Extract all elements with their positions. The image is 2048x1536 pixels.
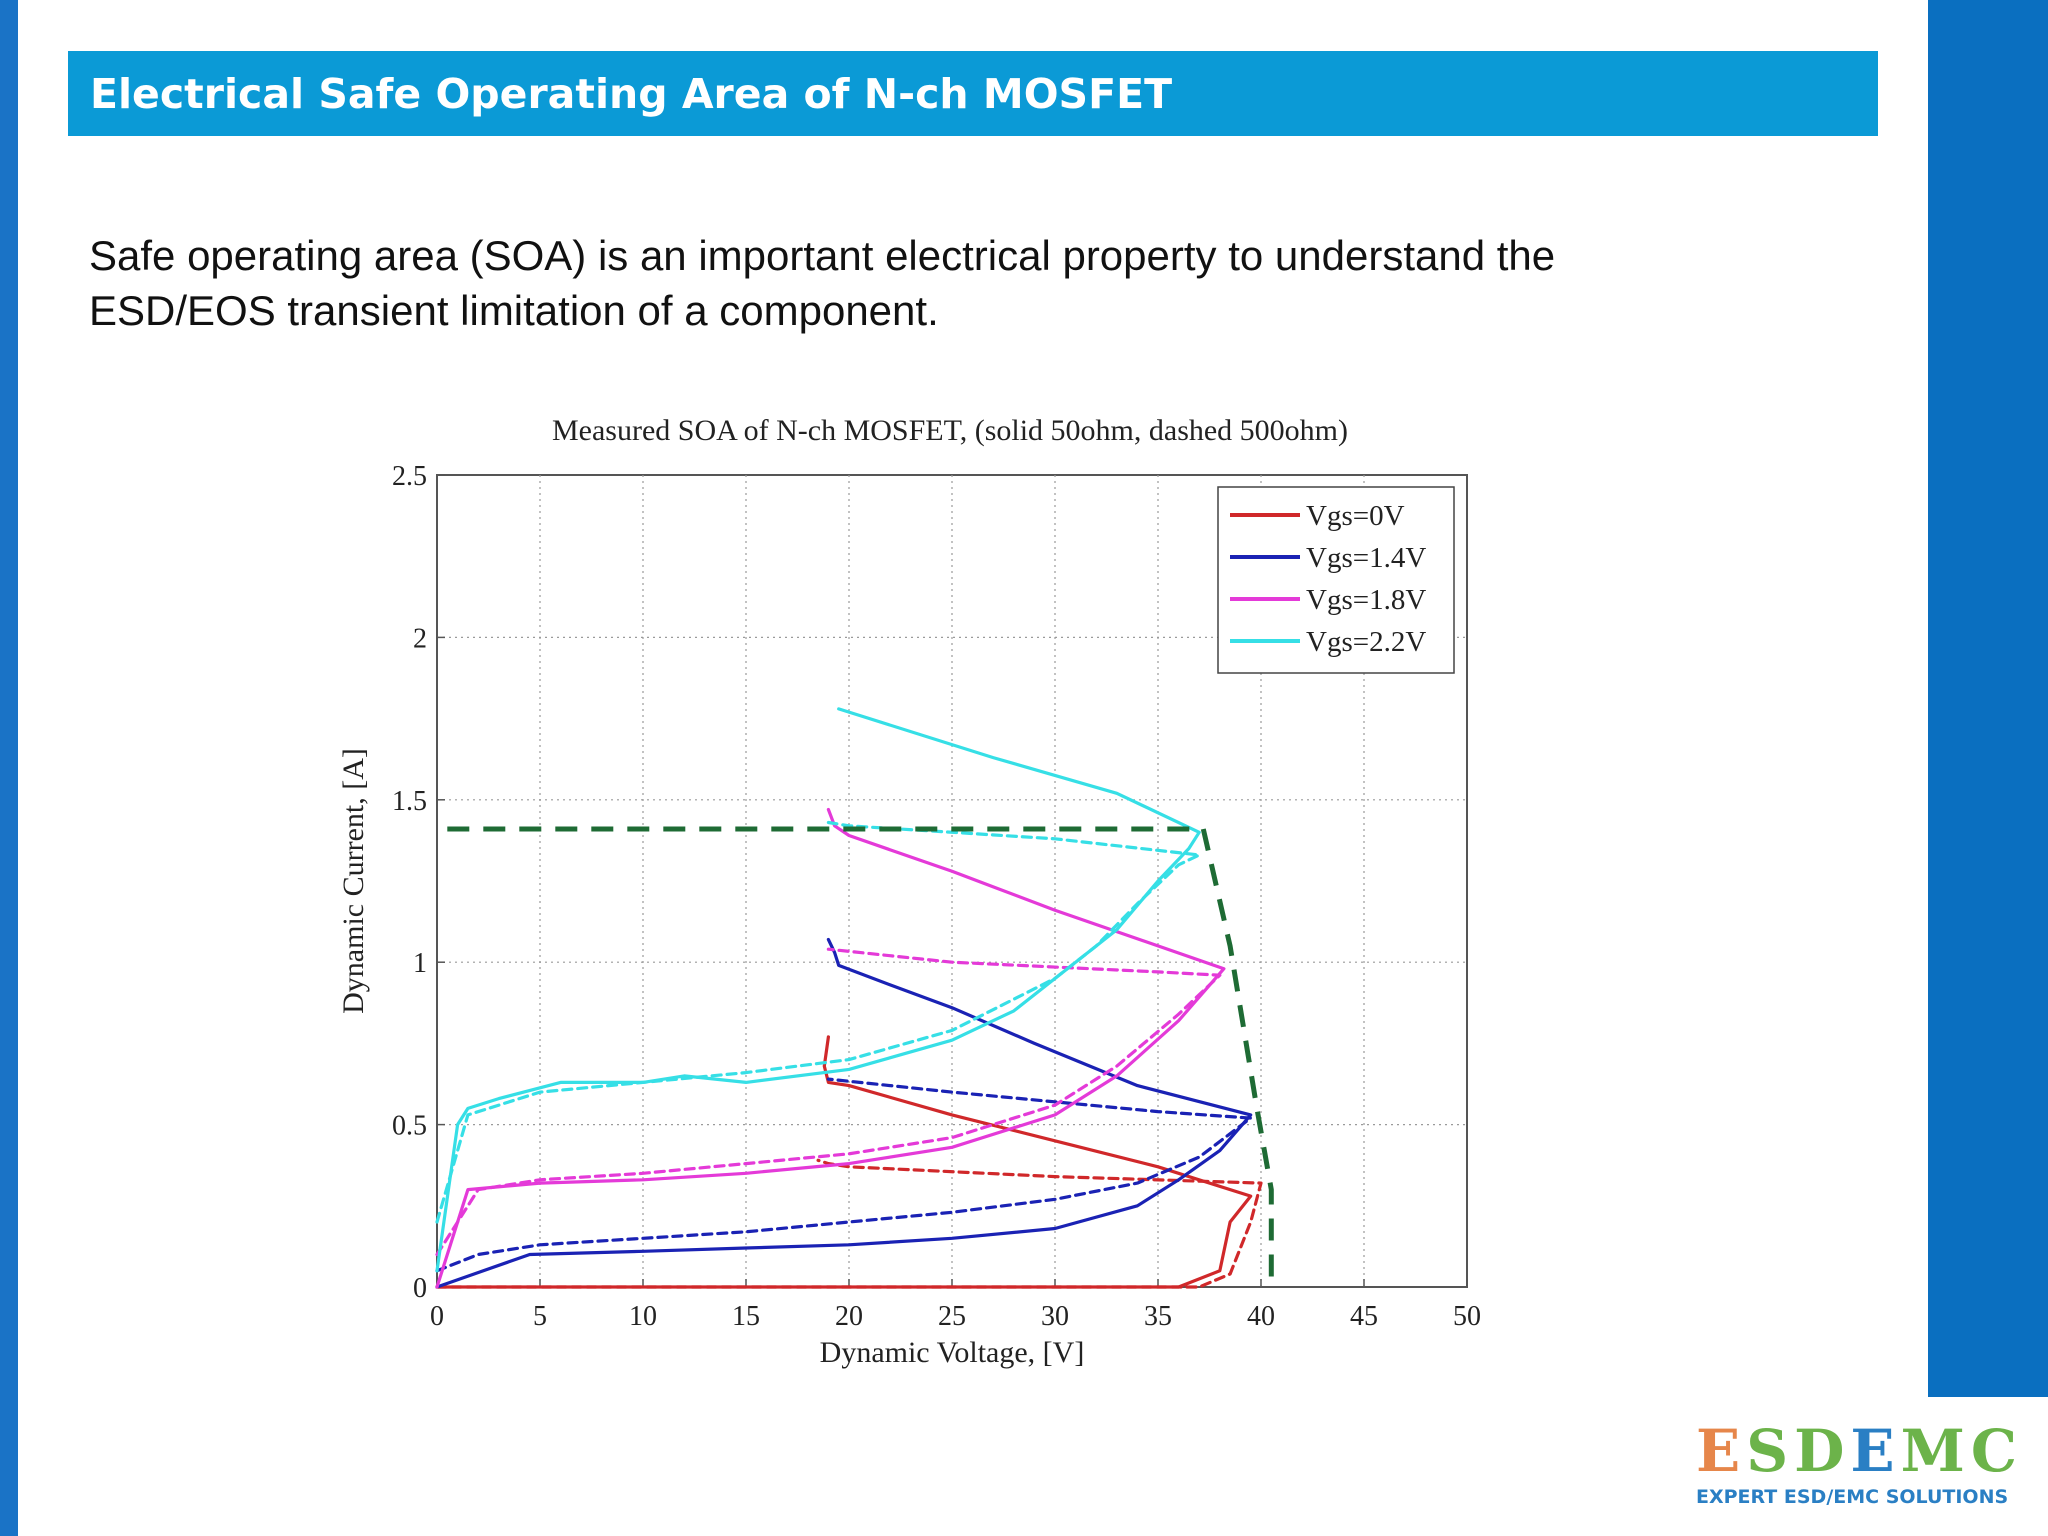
x-axis-label: Dynamic Voltage, [V] [820, 1336, 1085, 1369]
title-banner: Electrical Safe Operating Area of N-ch M… [68, 51, 1878, 136]
x-tick-label: 40 [1247, 1301, 1275, 1332]
soa-chart: Measured SOA of N-ch MOSFET, (solid 50oh… [337, 414, 1481, 1369]
x-tick-label: 35 [1144, 1301, 1172, 1332]
esdemc-logo: ESDEMC EXPERT ESD/EMC SOLUTIONS [1696, 1420, 2036, 1520]
y-tick-label: 2 [413, 623, 427, 654]
y-tick-labels: 0 0.5 1 1.5 2 2.5 [392, 461, 445, 1304]
left-accent-bar [0, 0, 18, 1536]
y-tick-label: 0 [413, 1273, 427, 1304]
series-lines [435, 707, 1274, 1289]
y-tick-label: 1.5 [392, 786, 427, 817]
legend-label: Vgs=1.4V [1306, 542, 1426, 574]
x-tick-label: 20 [835, 1301, 863, 1332]
x-tick-label: 10 [629, 1301, 657, 1332]
legend-label: Vgs=0V [1306, 500, 1405, 532]
intro-line-2: ESD/EOS transient limitation of a compon… [89, 287, 939, 334]
intro-line-1: Safe operating area (SOA) is an importan… [89, 232, 1556, 279]
series-line-vgs-1-4v-dashed [435, 1077, 1253, 1273]
legend-label: Vgs=1.8V [1306, 584, 1426, 616]
logo-tagline: EXPERT ESD/EMC SOLUTIONS [1696, 1486, 2009, 1508]
y-tick-label: 2.5 [392, 461, 427, 492]
y-tick-label: 1 [413, 948, 427, 979]
right-accent-bar [1928, 0, 2048, 1397]
legend-label: Vgs=2.2V [1306, 626, 1426, 658]
soa-limit-line [447, 826, 1274, 1287]
logo-wordmark: ESDEMC [1696, 1417, 2023, 1485]
series-line-vgs-1-8v-solid [435, 807, 1226, 1289]
page-title: Electrical Safe Operating Area of N-ch M… [90, 69, 1173, 118]
x-tick-label: 45 [1350, 1301, 1378, 1332]
series-line-vgs-0v-dashed [435, 1158, 1263, 1289]
series-line-vgs-1-4v-solid [435, 937, 1253, 1289]
series-line-vgs-2-2v-solid [435, 707, 1201, 1273]
x-tick-label: 15 [732, 1301, 760, 1332]
intro-paragraph: Safe operating area (SOA) is an importan… [89, 228, 1849, 338]
series-line-vgs-0v-solid [435, 1035, 1253, 1289]
y-tick-label: 0.5 [392, 1111, 427, 1142]
x-tick-label: 50 [1453, 1301, 1481, 1332]
y-axis-label: Dynamic Current, [A] [337, 748, 370, 1014]
x-tick-label: 0 [430, 1301, 444, 1332]
x-tick-label: 5 [533, 1301, 547, 1332]
series-line-vgs-1-8v-dashed [435, 947, 1222, 1257]
x-tick-label: 30 [1041, 1301, 1069, 1332]
chart-title: Measured SOA of N-ch MOSFET, (solid 50oh… [552, 414, 1348, 447]
series-line-vgs-2-2v-dashed [435, 820, 1201, 1224]
legend: Vgs=0V Vgs=1.4V Vgs=1.8V Vgs=2.2V [1217, 486, 1455, 674]
x-tick-labels: 0 5 10 15 20 25 30 35 40 45 50 [430, 1279, 1481, 1332]
x-tick-label: 25 [938, 1301, 966, 1332]
